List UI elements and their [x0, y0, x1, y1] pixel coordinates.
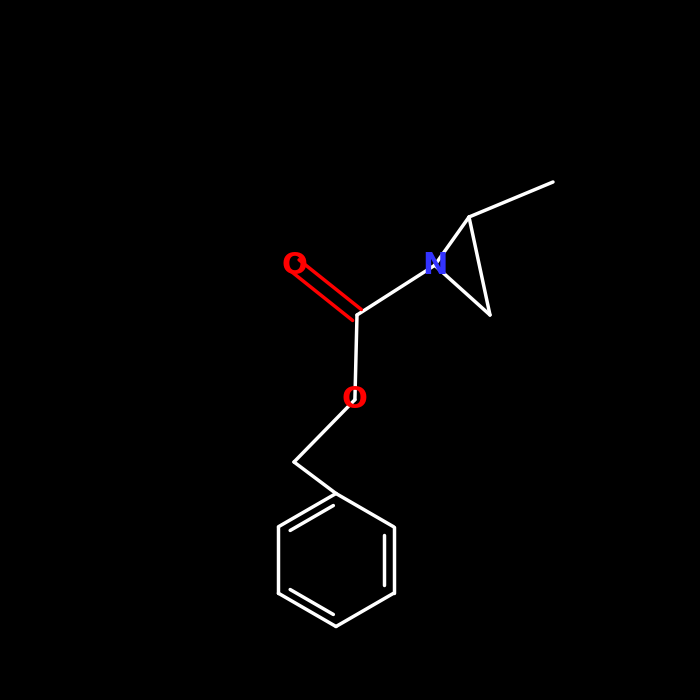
Text: O: O [282, 251, 307, 280]
Text: O: O [342, 385, 368, 414]
Text: N: N [422, 251, 447, 280]
